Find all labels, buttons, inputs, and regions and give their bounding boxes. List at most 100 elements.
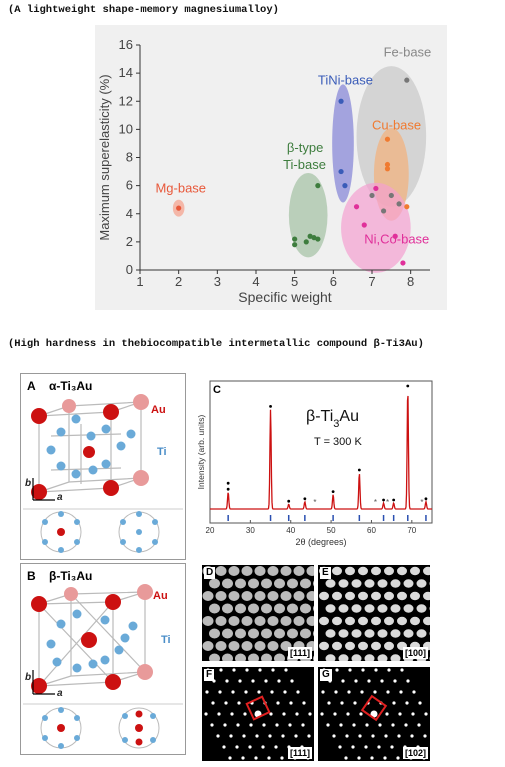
diffraction-spot <box>204 712 208 716</box>
lattice-spot <box>384 566 394 576</box>
x-tick-label: 6 <box>330 274 337 289</box>
diffraction-spot <box>241 756 245 760</box>
panel-a-b-axis: b <box>25 478 32 489</box>
diffraction-spot <box>230 712 234 716</box>
xrd-temperature-annotation: T = 300 K <box>314 436 362 448</box>
xrd-x-tick-label: 20 <box>206 526 215 535</box>
diffraction-spot <box>423 734 427 738</box>
diffraction-spot <box>301 723 305 727</box>
series-label: TiNi-base <box>318 72 373 87</box>
diffraction-spot <box>271 668 275 672</box>
lattice-spot <box>377 629 388 638</box>
diffraction-spot <box>249 723 253 727</box>
diffraction-spot <box>332 734 336 738</box>
diffraction-spot <box>231 690 235 694</box>
lattice-spot <box>267 616 279 626</box>
panel-g-diffraction: G [102] <box>318 667 430 761</box>
diffraction-spot <box>333 712 337 716</box>
lattice-spot <box>364 654 375 661</box>
impurity-marker: * <box>313 498 316 507</box>
lattice-spot <box>293 566 305 576</box>
xrd-x-tick-label: 60 <box>367 526 376 535</box>
lattice-spot <box>202 591 214 601</box>
diffraction-spot <box>346 712 350 716</box>
xrd-peak-point <box>382 498 385 502</box>
diffraction-spot <box>294 734 298 738</box>
lattice-spot <box>351 604 362 613</box>
lattice-spot <box>261 653 272 661</box>
diffraction-spot <box>411 712 415 716</box>
diffraction-spot <box>219 668 223 672</box>
lattice-spot <box>364 579 375 588</box>
figure-caption-bottom: (High hardness in thebiocompatible inter… <box>8 338 424 350</box>
lattice-spot <box>351 654 362 661</box>
diffraction-spot <box>295 712 299 716</box>
diffraction-spot <box>418 701 422 705</box>
diffraction-spot <box>280 756 284 760</box>
y-tick-label: 12 <box>119 93 133 108</box>
diffraction-spot <box>211 701 215 705</box>
lattice-spot <box>364 629 375 638</box>
data-point--type-ti-base <box>292 236 298 242</box>
lattice-spot <box>274 603 285 614</box>
lattice-spot <box>215 641 227 651</box>
lattice-spot <box>222 628 233 639</box>
lattice-spot <box>371 641 381 651</box>
lattice-spot <box>228 616 240 626</box>
superelasticity-chart: 1 2 3 4 5 6 7 8 0 2 4 6 8 10 12 14 16 Specific weight Maxi… <box>95 25 447 310</box>
lattice-spot <box>215 566 227 576</box>
panel-f-diffraction-pattern <box>204 668 312 760</box>
lattice-spot <box>248 578 259 589</box>
lattice-spots <box>202 566 314 661</box>
lattice-spot <box>254 566 266 576</box>
lattice-spot <box>300 578 311 589</box>
diffraction-spot <box>205 690 209 694</box>
lattice-spot <box>267 566 279 576</box>
diffraction-spot <box>216 734 220 738</box>
diffraction-spot <box>399 690 403 694</box>
xrd-peak-point <box>406 384 410 388</box>
diffraction-spot <box>384 734 388 738</box>
lattice-spot <box>371 591 381 601</box>
data-point-cu-base <box>384 166 391 172</box>
data-point-ni-co-base <box>373 185 379 192</box>
diffraction-spot <box>210 723 214 727</box>
diffraction-spot <box>340 701 344 705</box>
series-label: Mg-base <box>155 181 206 196</box>
data-point-ni-co-base <box>400 260 406 266</box>
diffraction-spot <box>282 712 286 716</box>
lattice-spot <box>429 656 430 661</box>
panel-d-letter: D <box>204 567 216 579</box>
panel-f-letter: F <box>204 669 215 681</box>
lattice-spot <box>293 616 305 626</box>
diffraction-spot <box>405 701 409 705</box>
diffraction-spot <box>224 701 228 705</box>
diffraction-spot <box>222 745 226 749</box>
panel-g-diffraction-pattern <box>320 668 428 760</box>
lattice-spot <box>410 591 420 601</box>
diffraction-spot <box>387 668 391 672</box>
panel-e-tem-image: E [100] <box>318 565 430 661</box>
data-point-mg-base <box>176 205 182 211</box>
lattice-spot <box>345 566 355 576</box>
diffraction-spot <box>338 745 342 749</box>
diffraction-spot <box>370 756 374 760</box>
data-point-cu-base <box>384 136 391 142</box>
unit-cell-outline <box>245 695 271 721</box>
diffraction-spot <box>353 701 357 705</box>
diffraction-spot <box>296 690 300 694</box>
xrd-x-axis-label: 2θ (degrees) <box>295 537 346 547</box>
diffraction-spot <box>261 745 265 749</box>
y-tick-label: 0 <box>126 262 133 277</box>
lattice-spot <box>410 616 420 626</box>
diffraction-spot <box>217 712 221 716</box>
panel-b-title: β-Ti₃Au <box>49 569 93 583</box>
lattice-spot <box>377 579 388 588</box>
lattice-spot <box>215 616 227 626</box>
data-point-cu-base <box>404 204 410 210</box>
xrd-y-axis-label: Intensity (arb. units) <box>196 415 206 490</box>
lattice-spot <box>371 616 381 626</box>
diffraction-spot <box>320 712 324 716</box>
diffraction-spot <box>359 712 363 716</box>
lattice-spot <box>235 578 246 589</box>
